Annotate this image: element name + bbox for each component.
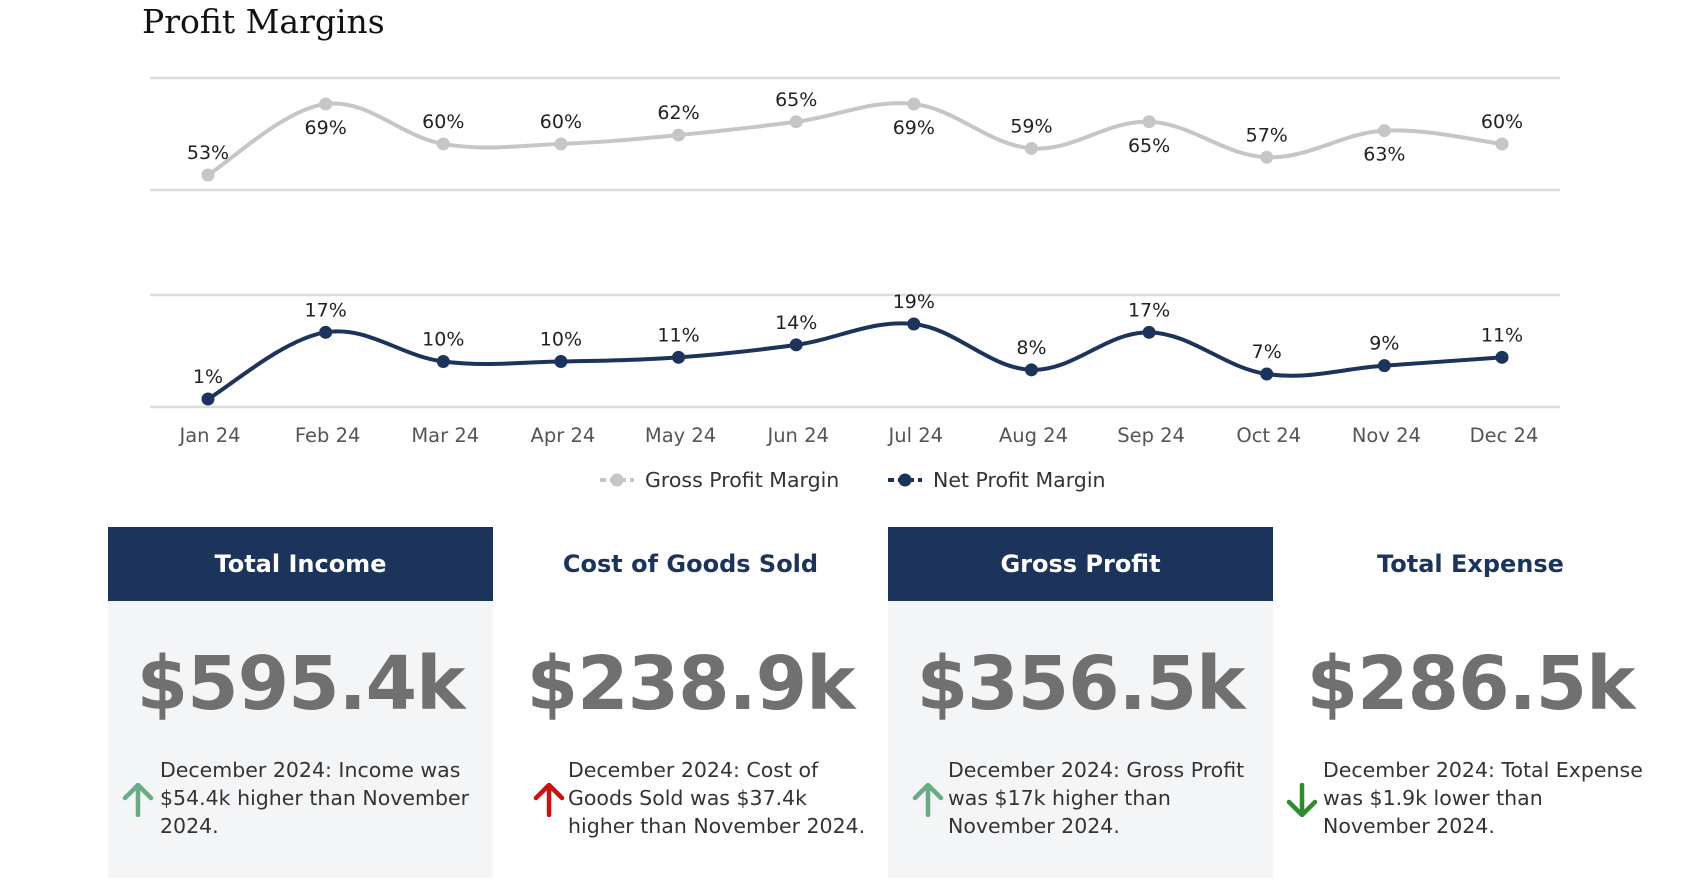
- arrow-up-icon: [122, 783, 154, 817]
- gross-profit-margin-data-label: 69%: [305, 117, 347, 139]
- net-profit-margin-point: [554, 355, 568, 368]
- gross-profit-margin-data-label: 69%: [893, 117, 935, 139]
- net-profit-margin-data-label: 8%: [1016, 337, 1046, 359]
- net-profit-margin-point: [1495, 350, 1509, 364]
- gross-profit-margin-data-label: 60%: [540, 111, 582, 133]
- card-note: December 2024: Gross Profit was $17k hig…: [948, 758, 1245, 838]
- net-profit-margin-data-label: 19%: [893, 291, 935, 313]
- card-note: December 2024: Income was $54.4k higher …: [160, 758, 470, 838]
- card-total-expense: Total Expense $286.5k December 2024: Tot…: [1278, 527, 1663, 878]
- legend-swatch-point: [898, 473, 912, 487]
- net-profit-margin-point: [1377, 359, 1391, 373]
- x-tick-label: Feb 24: [295, 424, 361, 447]
- x-tick-label: Oct 24: [1236, 424, 1301, 447]
- net-profit-margin-data-label: 10%: [540, 329, 582, 351]
- legend-entry: Gross Profit Margin: [645, 468, 839, 492]
- legend-swatch-point: [610, 473, 624, 487]
- net-profit-margin-data-label: 7%: [1252, 341, 1282, 363]
- card-total-income: Total Income $595.4k December 2024: Inco…: [108, 527, 493, 878]
- gross-profit-margin-point: [436, 137, 450, 151]
- net-profit-margin-line: [207, 321, 1503, 401]
- x-tick-label: Jan 24: [177, 424, 240, 447]
- net-profit-margin-point: [201, 392, 215, 406]
- net-profit-margin-point: [1024, 363, 1038, 377]
- arrow-down-icon: [1286, 783, 1318, 817]
- net-profit-margin-data-label: 11%: [1481, 324, 1523, 346]
- net-profit-margin-data-label: 1%: [193, 366, 223, 388]
- page-title: Profit Margins: [142, 2, 385, 41]
- gross-profit-margin-data-label: 60%: [422, 111, 464, 133]
- gross-profit-margin-line: [206, 101, 1503, 177]
- gross-profit-margin-point: [1377, 124, 1391, 138]
- net-profit-margin-data-label: 14%: [775, 312, 817, 334]
- x-tick-label: Nov 24: [1352, 424, 1421, 447]
- x-tick-label: Mar 24: [411, 424, 479, 447]
- net-profit-margin-point: [1142, 325, 1156, 339]
- gross-profit-margin-point: [789, 115, 803, 129]
- card-value: $238.9k: [526, 641, 856, 727]
- card-title: Total Income: [108, 527, 493, 601]
- gross-profit-margin-data-label: 60%: [1481, 111, 1523, 133]
- net-profit-margin-point: [672, 350, 686, 364]
- gross-profit-margin-point: [1495, 137, 1509, 151]
- x-tick-label: May 24: [645, 424, 716, 447]
- gross-profit-margin-data-label: 65%: [1128, 135, 1170, 157]
- gross-profit-margin-point: [554, 137, 568, 151]
- x-tick-label: Jul 24: [887, 424, 944, 447]
- gross-profit-margin-point: [1024, 141, 1038, 155]
- gross-profit-margin-data-label: 57%: [1246, 124, 1288, 146]
- gross-profit-margin-data-label: 53%: [187, 142, 229, 164]
- arrow-up-icon: [912, 783, 944, 817]
- gross-profit-margin-data-label: 59%: [1010, 115, 1052, 137]
- card-title: Total Expense: [1278, 527, 1663, 601]
- net-profit-margin-data-label: 9%: [1369, 333, 1399, 355]
- x-tick-label: Aug 24: [999, 424, 1068, 447]
- gross-profit-margin-point: [319, 97, 333, 111]
- gross-profit-margin-point: [672, 128, 686, 142]
- profit-margins-chart: 53% 69% 60% 60% 62% 65% 69% 59% 65% 57% 63% 60% 1% 17…: [150, 76, 1560, 492]
- card-value: $286.5k: [1306, 641, 1636, 727]
- gross-profit-margin-data-label: 63%: [1363, 144, 1405, 166]
- net-profit-margin-data-label: 17%: [305, 299, 347, 321]
- card-value: $356.5k: [916, 641, 1246, 727]
- gross-profit-margin-point: [907, 97, 921, 111]
- card-cost-of-goods-sold: Cost of Goods Sold $238.9k December 2024…: [498, 527, 883, 878]
- card-note: December 2024: Cost of Goods Sold was $3…: [568, 758, 866, 838]
- gross-profit-margin-data-label: 62%: [657, 102, 699, 124]
- card-gross-profit: Gross Profit $356.5k December 2024: Gros…: [888, 527, 1273, 878]
- gross-profit-margin-data-label: 65%: [775, 89, 817, 111]
- x-tick-label: Apr 24: [531, 424, 596, 447]
- net-profit-margin-data-label: 11%: [657, 324, 699, 346]
- net-profit-margin-point: [319, 325, 333, 339]
- card-note: December 2024: Total Expense was $1.9k l…: [1323, 758, 1643, 838]
- card-title: Cost of Goods Sold: [498, 527, 883, 601]
- net-profit-margin-point: [1260, 367, 1274, 381]
- x-tick-label: Sep 24: [1117, 424, 1185, 447]
- net-profit-margin-point: [789, 338, 803, 352]
- gross-profit-margin-point: [201, 168, 215, 182]
- x-tick-label: Jun 24: [765, 424, 828, 447]
- gross-profit-margin-point: [1260, 150, 1274, 164]
- card-title: Gross Profit: [888, 527, 1273, 601]
- legend-entry: Net Profit Margin: [933, 468, 1106, 492]
- card-value: $595.4k: [136, 641, 466, 727]
- arrow-up-icon: [533, 783, 565, 817]
- x-tick-label: Dec 24: [1470, 424, 1539, 447]
- gross-profit-margin-point: [1142, 115, 1156, 129]
- net-profit-margin-point: [907, 317, 921, 331]
- net-profit-margin-data-label: 10%: [422, 329, 464, 351]
- net-profit-margin-data-label: 17%: [1128, 299, 1170, 321]
- net-profit-margin-point: [436, 355, 450, 368]
